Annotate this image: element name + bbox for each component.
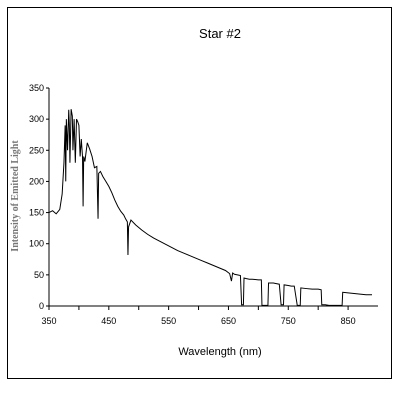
- y-tick-label: 150: [29, 208, 44, 218]
- x-tick-label: 550: [161, 316, 176, 326]
- x-tick-label: 750: [281, 316, 296, 326]
- x-tick-label: 850: [341, 316, 356, 326]
- chart-title: Star #2: [199, 26, 241, 41]
- y-tick-label: 250: [29, 145, 44, 155]
- x-tick-label: 350: [41, 316, 56, 326]
- y-tick-label: 300: [29, 114, 44, 124]
- y-axis-label: Intensity of Emitted Light: [10, 140, 21, 252]
- chart-frame: [7, 7, 392, 379]
- y-tick-label: 0: [39, 301, 44, 311]
- x-axis-label: Wavelength (nm): [178, 346, 261, 358]
- y-tick-label: 200: [29, 176, 44, 186]
- axes: [46, 87, 378, 310]
- spectrum-line: [48, 109, 373, 306]
- y-tick-label: 50: [34, 270, 44, 280]
- x-tick-label: 650: [221, 316, 236, 326]
- y-tick-label: 350: [29, 83, 44, 93]
- tick-labels: 0 50 100 150 200 250 300 350 350 450 550 650 750 850: [29, 83, 356, 326]
- y-tick-label: 100: [29, 239, 44, 249]
- x-tick-label: 450: [101, 316, 116, 326]
